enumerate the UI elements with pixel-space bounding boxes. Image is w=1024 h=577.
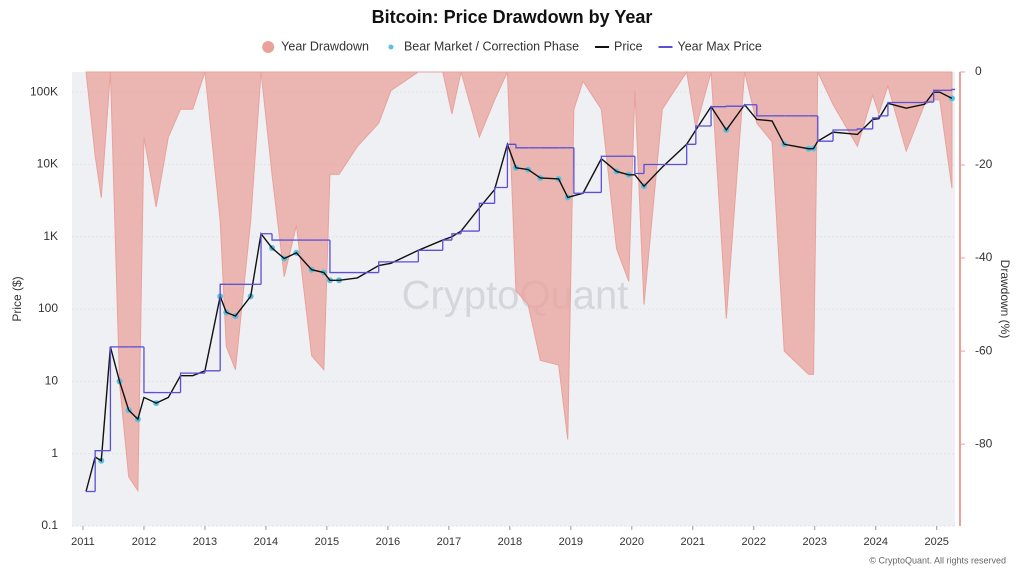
y-axis-label: Price ($) bbox=[10, 276, 24, 321]
y2-tick-label: 0 bbox=[975, 64, 982, 78]
x-tick-label: 2012 bbox=[132, 536, 156, 548]
x-tick-label: 2019 bbox=[559, 536, 583, 548]
y2-axis-label: Drawdown (%) bbox=[998, 260, 1012, 339]
x-tick-label: 2020 bbox=[620, 536, 644, 548]
watermark: CryptoQuant bbox=[402, 274, 629, 318]
legend-swatch bbox=[388, 45, 393, 50]
x-tick-label: 2013 bbox=[193, 536, 217, 548]
y-tick-label: 1K bbox=[43, 229, 58, 243]
legend-label: Price bbox=[614, 39, 643, 53]
y-tick-label: 0.1 bbox=[41, 518, 58, 532]
legend-label: Year Max Price bbox=[678, 39, 762, 53]
y2-tick-label: -20 bbox=[975, 157, 993, 171]
x-tick-label: 2015 bbox=[315, 536, 339, 548]
chart-title: Bitcoin: Price Drawdown by Year bbox=[372, 7, 653, 27]
x-tick-label: 2021 bbox=[681, 536, 705, 548]
x-tick-label: 2016 bbox=[376, 536, 400, 548]
legend-label: Bear Market / Correction Phase bbox=[404, 39, 579, 53]
x-tick-label: 2018 bbox=[498, 536, 522, 548]
y2-tick-label: -60 bbox=[975, 343, 993, 357]
y-tick-label: 10K bbox=[37, 157, 58, 171]
y-tick-label: 100K bbox=[30, 84, 58, 98]
x-tick-label: 2011 bbox=[71, 536, 95, 548]
legend-swatch bbox=[262, 41, 274, 53]
y-tick-label: 1 bbox=[51, 446, 58, 460]
legend-label: Year Drawdown bbox=[281, 39, 369, 53]
x-tick-label: 2014 bbox=[254, 536, 278, 548]
y-tick-label: 10 bbox=[45, 374, 59, 388]
y-tick-label: 100 bbox=[38, 301, 58, 315]
x-tick-label: 2025 bbox=[924, 536, 948, 548]
y2-tick-label: -80 bbox=[975, 436, 993, 450]
x-tick-label: 2024 bbox=[863, 536, 887, 548]
y2-tick-label: -40 bbox=[975, 250, 993, 264]
x-tick-label: 2023 bbox=[803, 536, 827, 548]
x-tick-label: 2017 bbox=[437, 536, 461, 548]
x-tick-label: 2022 bbox=[742, 536, 766, 548]
legend: Year Drawdown Bear Market / Correction Ph… bbox=[262, 39, 762, 53]
footer: © CryptoQuant. All rights reserved bbox=[869, 555, 1006, 565]
